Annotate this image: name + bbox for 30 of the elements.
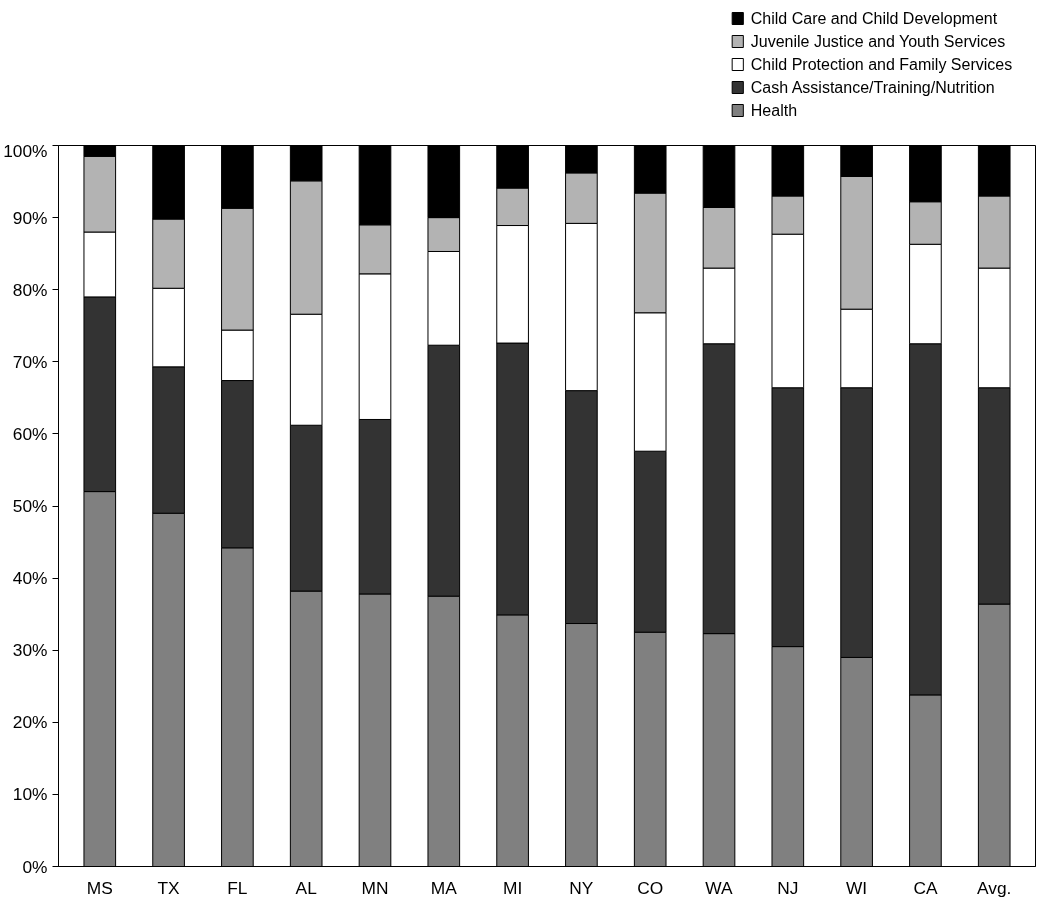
x-tick-label: CA bbox=[913, 877, 938, 898]
x-tick-label: NY bbox=[569, 877, 594, 898]
legend-label: Juvenile Justice and Youth Services bbox=[750, 33, 1006, 50]
x-tick-label: FL bbox=[227, 877, 248, 898]
x-tick-label: MI bbox=[502, 877, 523, 898]
x-tick-label: WA bbox=[705, 877, 734, 898]
x-tick-label: NJ bbox=[777, 877, 799, 898]
y-tick-label: 20% bbox=[12, 712, 48, 733]
x-tick-label: CO bbox=[637, 877, 664, 898]
x-tick-label: MN bbox=[361, 877, 389, 898]
y-tick-label: 0% bbox=[22, 856, 48, 877]
y-tick-label: 60% bbox=[12, 423, 48, 444]
y-tick-label: 90% bbox=[12, 207, 48, 228]
y-tick-label: 40% bbox=[12, 568, 48, 589]
y-tick-label: 100% bbox=[3, 140, 48, 161]
legend-label: Health bbox=[750, 102, 798, 119]
y-tick-label: 70% bbox=[12, 351, 48, 372]
x-tick-label: TX bbox=[157, 877, 181, 898]
legend-label: Child Protection and Family Services bbox=[750, 56, 1013, 73]
legend-label: Cash Assistance/Training/Nutrition bbox=[750, 79, 995, 96]
y-tick-label: 30% bbox=[12, 640, 48, 661]
y-tick-label: 10% bbox=[12, 784, 48, 805]
y-tick-label: 80% bbox=[12, 279, 48, 300]
x-tick-label: AL bbox=[295, 877, 318, 898]
x-tick-label: MS bbox=[86, 877, 113, 898]
x-tick-label: Avg. bbox=[977, 877, 1012, 898]
y-tick-label: 50% bbox=[12, 496, 48, 516]
x-tick-label: MA bbox=[430, 877, 458, 898]
x-tick-label: WI bbox=[846, 877, 868, 898]
legend-label: Child Care and Child Development bbox=[750, 10, 998, 27]
